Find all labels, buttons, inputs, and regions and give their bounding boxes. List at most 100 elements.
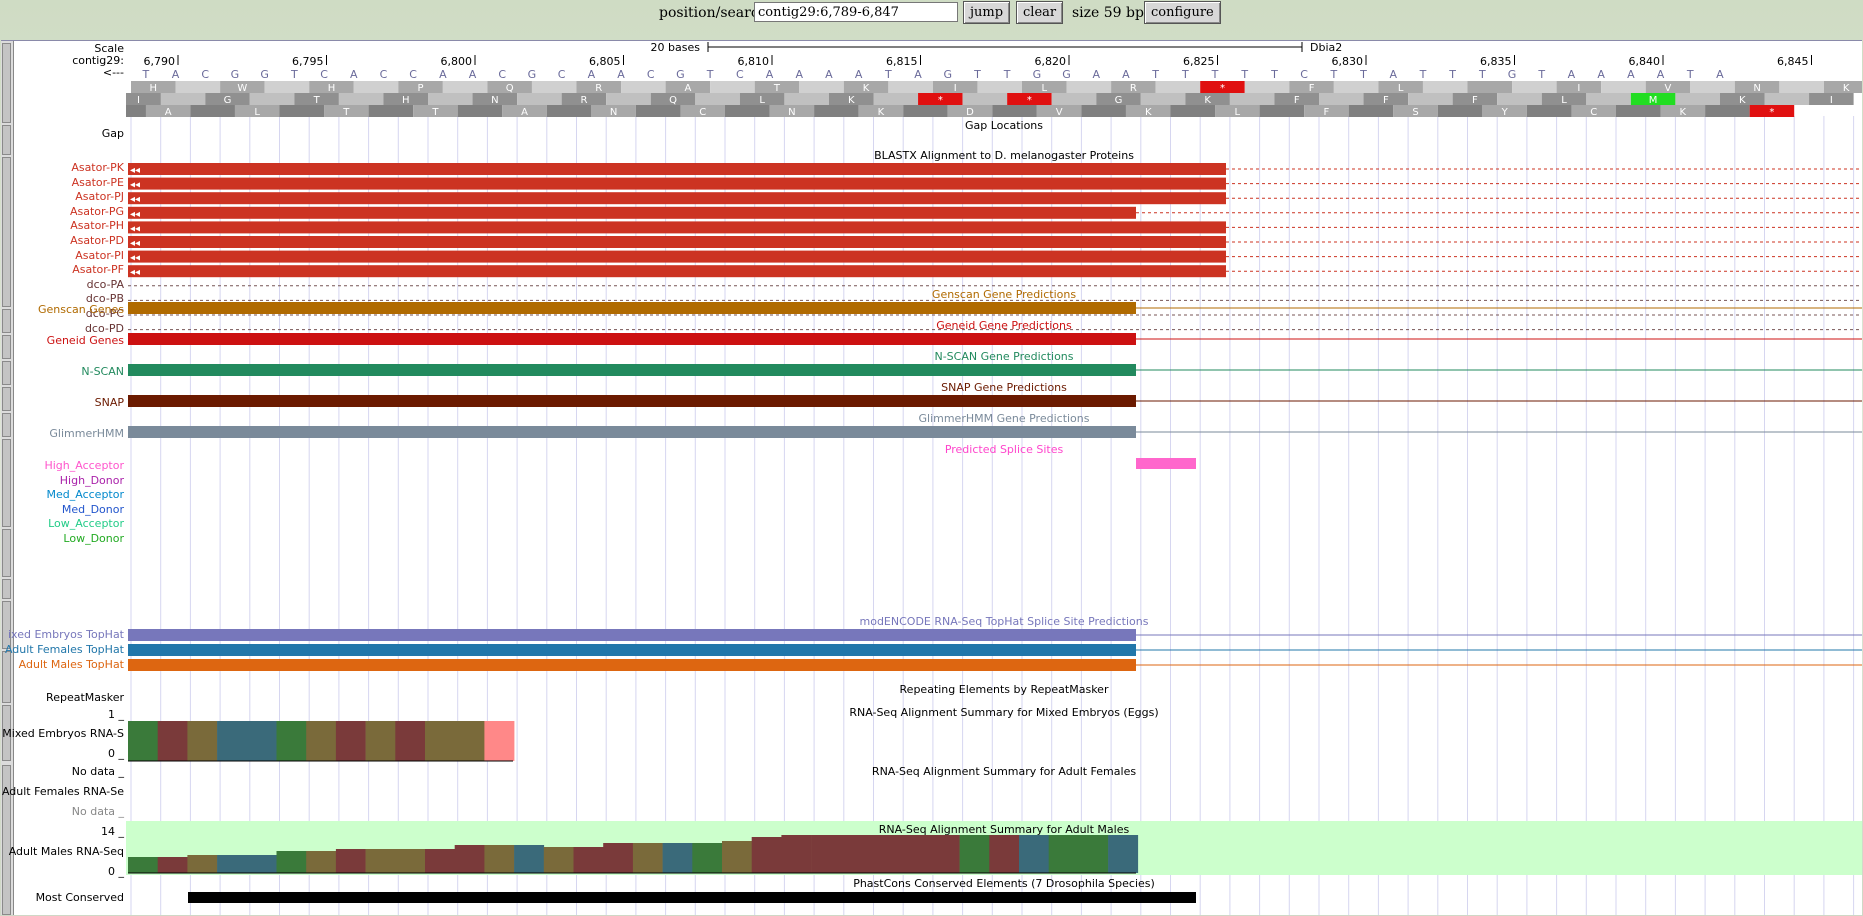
track-toggle-4[interactable] [2, 335, 11, 359]
blastx-item-label[interactable]: Asator-PE [71, 175, 124, 189]
tophat-label[interactable]: Adult Males TopHat [18, 658, 124, 671]
male-coverage [573, 847, 604, 873]
codon-box [1690, 81, 1735, 93]
blastx-bar [128, 192, 1226, 205]
male-coverage [692, 843, 723, 873]
track-toggle-8[interactable] [2, 439, 11, 527]
sequence-base: A [1716, 68, 1724, 81]
snap-label[interactable]: SNAP [94, 396, 124, 409]
male-coverage [811, 835, 842, 873]
track-toggle-5[interactable] [2, 361, 11, 385]
codon-box [1437, 105, 1483, 117]
codon-label: L [254, 107, 260, 118]
ruler-tick-label: 6,825 [1183, 55, 1215, 68]
codon-label: N [610, 107, 617, 118]
male-coverage [722, 841, 752, 873]
sequence-base: G [1508, 68, 1517, 81]
codon-box [517, 93, 562, 105]
track-toggle-14[interactable] [2, 765, 11, 915]
male-coverage [335, 849, 366, 873]
sequence-base: T [1537, 68, 1545, 81]
scale-label[interactable]: Scale [94, 42, 124, 55]
sequence-base: T [1003, 68, 1011, 81]
blastx-item-label[interactable]: Asator-PH [70, 219, 124, 233]
codon-box [1719, 93, 1765, 105]
male-label[interactable]: Adult Males RNA-Seq [8, 845, 124, 858]
female-nodata-bottom[interactable]: No data _ [71, 805, 124, 818]
male-max[interactable]: 14 _ [101, 825, 124, 838]
male-title: RNA-Seq Alignment Summary for Adult Male… [879, 823, 1130, 836]
splice-label[interactable]: High_Acceptor [44, 459, 124, 472]
phastcons-label[interactable]: Most Conserved [35, 891, 124, 904]
repeat-label[interactable]: RepeatMasker [46, 691, 124, 704]
embryo-label[interactable]: Mixed Embryos RNA-S [2, 727, 124, 740]
clear-button[interactable]: clear [1016, 1, 1064, 24]
splice-label[interactable]: Med_Donor [61, 502, 124, 516]
track-toggle-1[interactable] [2, 125, 11, 155]
codon-label: I [137, 95, 140, 106]
codon-box [249, 93, 295, 105]
male-coverage [395, 849, 426, 873]
position-search-input[interactable] [754, 2, 958, 22]
track-toggle-3[interactable] [2, 309, 11, 333]
codon-box [1630, 93, 1676, 105]
strand-arrows: ◂◂ [130, 180, 140, 191]
blastx-item-label[interactable]: Asator-PD [70, 234, 124, 247]
tophat-label[interactable]: ixed Embryos TopHat [8, 628, 124, 641]
embryo-coverage [187, 721, 218, 761]
codon-box [1408, 93, 1453, 105]
track-toggle-13[interactable] [2, 705, 11, 761]
embryo-coverage [484, 721, 515, 761]
splice-label[interactable]: Med_Acceptor [46, 488, 124, 501]
track-toggle-10[interactable] [2, 579, 11, 599]
splice-label[interactable]: High_Donor [59, 473, 124, 487]
codon-box [1111, 81, 1156, 93]
track-toggle-0[interactable] [2, 43, 11, 123]
chrom-label[interactable]: contig29: [72, 54, 124, 67]
track-toggle-6[interactable] [2, 387, 11, 411]
assembly-label: Dbia2 [1310, 41, 1342, 54]
blastx-item-label[interactable]: Asator-PG [70, 204, 124, 218]
splice-label[interactable]: Low_Donor [63, 531, 124, 545]
codon-label: * [938, 95, 943, 106]
nscan-label[interactable]: N-SCAN [81, 365, 124, 378]
sequence-base: A [172, 68, 180, 81]
embryo-max[interactable]: 1 _ [108, 708, 124, 721]
blastx-item-label[interactable]: dco-PB [85, 292, 124, 306]
male-coverage [246, 855, 277, 873]
codon-box [472, 93, 518, 105]
female-nodata-top[interactable]: No data _ [71, 765, 124, 778]
codon-box [843, 81, 889, 93]
embryo-min[interactable]: 0 _ [108, 747, 124, 760]
track-toggle-2[interactable] [2, 157, 11, 307]
track-toggle-12[interactable] [2, 651, 11, 703]
blastx-item-label[interactable]: dco-PD [84, 321, 124, 335]
blastx-item-label[interactable]: Asator-PI [75, 248, 124, 262]
geneid-label[interactable]: Geneid Genes [46, 334, 124, 347]
gap-label[interactable]: Gap [101, 127, 124, 140]
track-toggle-11[interactable] [2, 601, 11, 649]
blastx-item-label[interactable]: Asator-PJ [75, 190, 124, 204]
codon-box [1259, 105, 1305, 117]
blastx-item-label[interactable]: Asator-PK [71, 161, 124, 174]
male-min[interactable]: 0 _ [108, 865, 124, 878]
strand-arrows: ◂◂ [130, 238, 140, 249]
configure-button[interactable]: configure [1144, 1, 1221, 24]
track-toggle-7[interactable] [2, 413, 11, 437]
blastx-item-label[interactable]: dco-PA [86, 277, 124, 291]
genscan-label[interactable]: Genscan Genes [37, 303, 124, 316]
tophat-label[interactable]: Adult Females TopHat [4, 643, 124, 656]
blastx-item-label[interactable]: Asator-PF [72, 263, 124, 277]
blastx-item-label[interactable]: dco-PC [85, 307, 124, 320]
track-toggle-9[interactable] [2, 529, 11, 577]
codon-label: G [1115, 95, 1123, 106]
female-label[interactable]: Adult Females RNA-Se [1, 785, 124, 798]
jump-button[interactable]: jump [963, 1, 1011, 24]
codon-box [1096, 93, 1141, 105]
splice-label[interactable]: Low_Acceptor [48, 517, 124, 530]
glimmer-label[interactable]: GlimmerHMM [49, 427, 124, 440]
codon-box [1601, 81, 1646, 93]
codon-box [1541, 93, 1587, 105]
strand-label[interactable]: <--- [102, 66, 124, 79]
ruler-tick-label: 6,810 [738, 55, 770, 68]
